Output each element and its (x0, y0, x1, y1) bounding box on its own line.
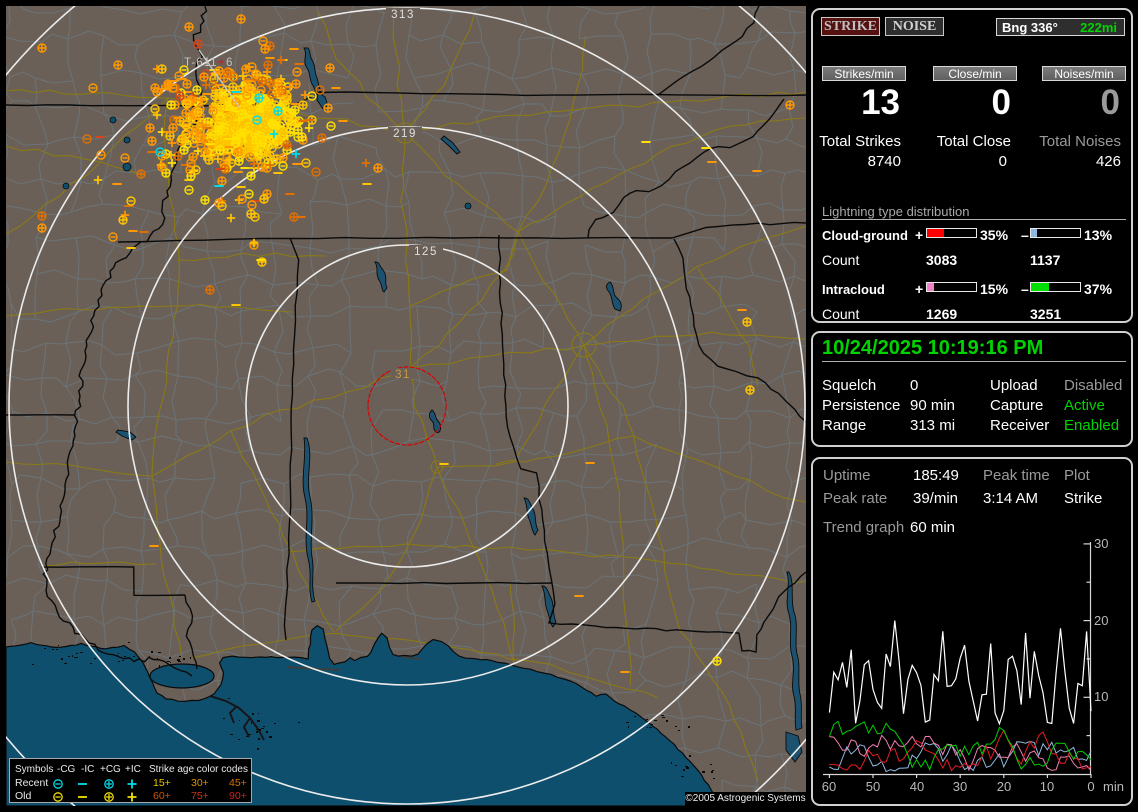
svg-text:T-611: T-611 (184, 57, 218, 69)
svg-text:40: 40 (910, 779, 924, 794)
svg-text:30: 30 (953, 779, 967, 794)
svg-text:20: 20 (997, 779, 1011, 794)
svg-text:6: 6 (226, 57, 232, 69)
svg-text:50: 50 (866, 779, 880, 794)
svg-text:30: 30 (1094, 536, 1108, 551)
svg-text:125: 125 (414, 246, 438, 258)
svg-text:+: + (218, 57, 225, 69)
svg-text:10: 10 (1040, 779, 1054, 794)
svg-text:10: 10 (1094, 689, 1108, 704)
svg-text:31: 31 (395, 369, 411, 381)
svg-text:20: 20 (1094, 613, 1108, 628)
svg-text:219: 219 (393, 128, 417, 140)
svg-text:0: 0 (1087, 779, 1094, 794)
svg-text:min: min (1103, 779, 1124, 794)
svg-text:313: 313 (391, 9, 415, 21)
svg-text:60: 60 (822, 779, 836, 794)
